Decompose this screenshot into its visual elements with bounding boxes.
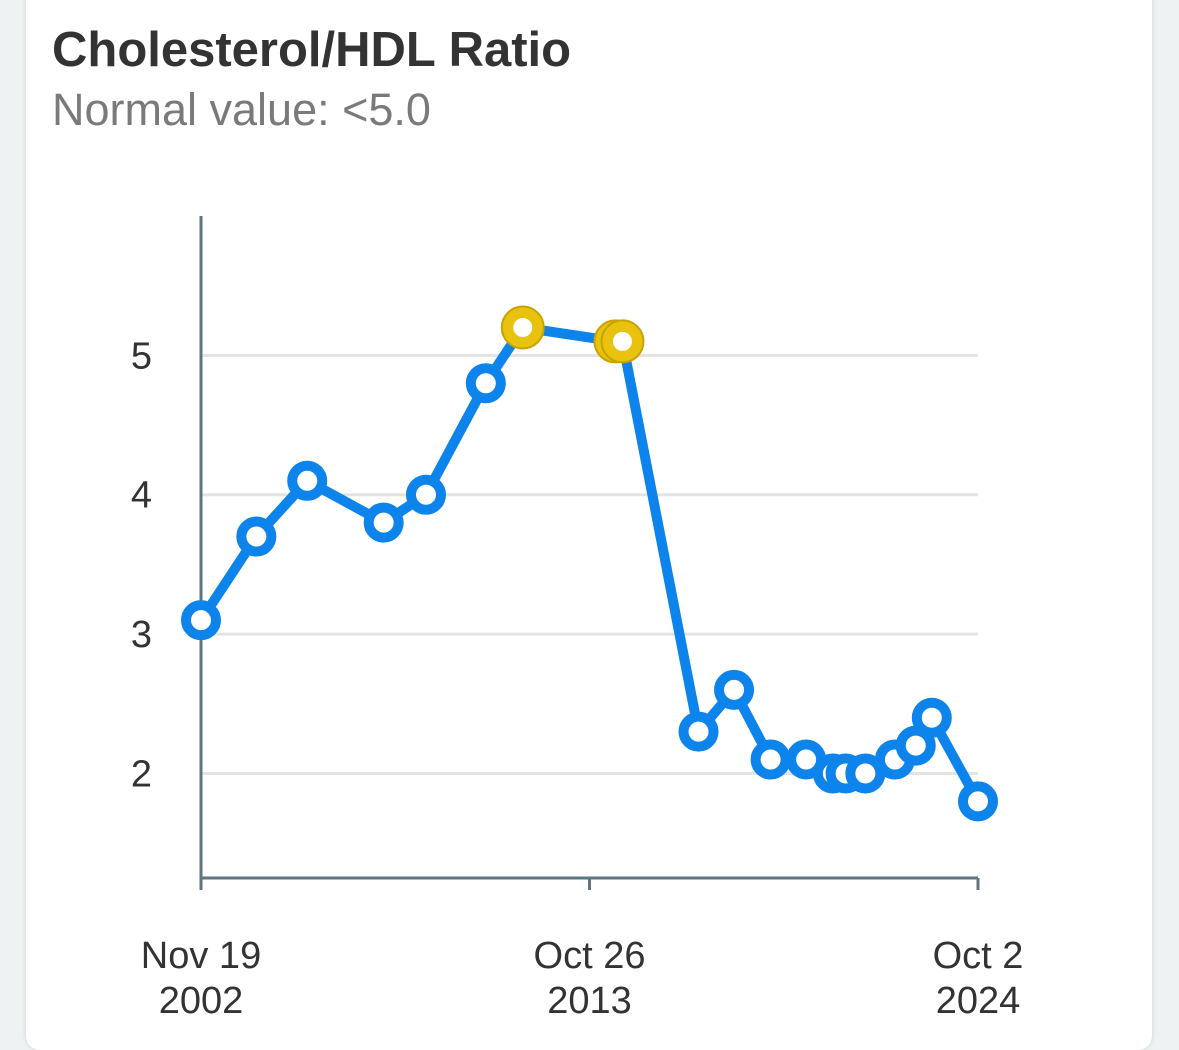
data-point[interactable] (911, 697, 952, 738)
data-point-high[interactable] (502, 306, 544, 348)
gridlines (201, 353, 978, 775)
data-point[interactable] (750, 739, 791, 780)
data-point[interactable] (287, 460, 328, 501)
data-point[interactable] (845, 753, 886, 794)
chart-card (26, 0, 1152, 1050)
x-tick-label: Nov 19 (141, 935, 261, 977)
x-tick-label: Oct 26 (534, 935, 646, 977)
data-point[interactable] (236, 516, 277, 557)
y-tick-label: 5 (131, 335, 152, 377)
x-tick-label-year: 2024 (936, 980, 1021, 1022)
data-point-high-outline (600, 319, 645, 364)
series-polyline (196, 322, 983, 807)
x-tick-label: Oct 2 (933, 935, 1024, 977)
data-point[interactable] (895, 725, 936, 766)
data-point[interactable] (714, 669, 755, 710)
data-point-high-outline (500, 305, 545, 350)
data-point[interactable] (405, 474, 446, 515)
data-point-high[interactable] (601, 320, 643, 362)
chart-title: Cholesterol/HDL Ratio (52, 23, 572, 77)
y-tick-label: 4 (131, 475, 152, 517)
y-tick-label: 3 (131, 614, 152, 656)
data-point[interactable] (181, 600, 221, 641)
data-point[interactable] (958, 781, 998, 822)
series-line (196, 322, 983, 807)
chart-subtitle: Normal value: <5.0 (52, 84, 431, 135)
data-points[interactable] (181, 305, 998, 822)
y-tick-label: 2 (131, 753, 152, 795)
x-tick-label-year: 2013 (547, 980, 632, 1022)
data-point[interactable] (678, 711, 719, 752)
x-tick-label-year: 2002 (159, 980, 244, 1022)
data-point[interactable] (363, 502, 404, 543)
data-point[interactable] (465, 363, 506, 404)
